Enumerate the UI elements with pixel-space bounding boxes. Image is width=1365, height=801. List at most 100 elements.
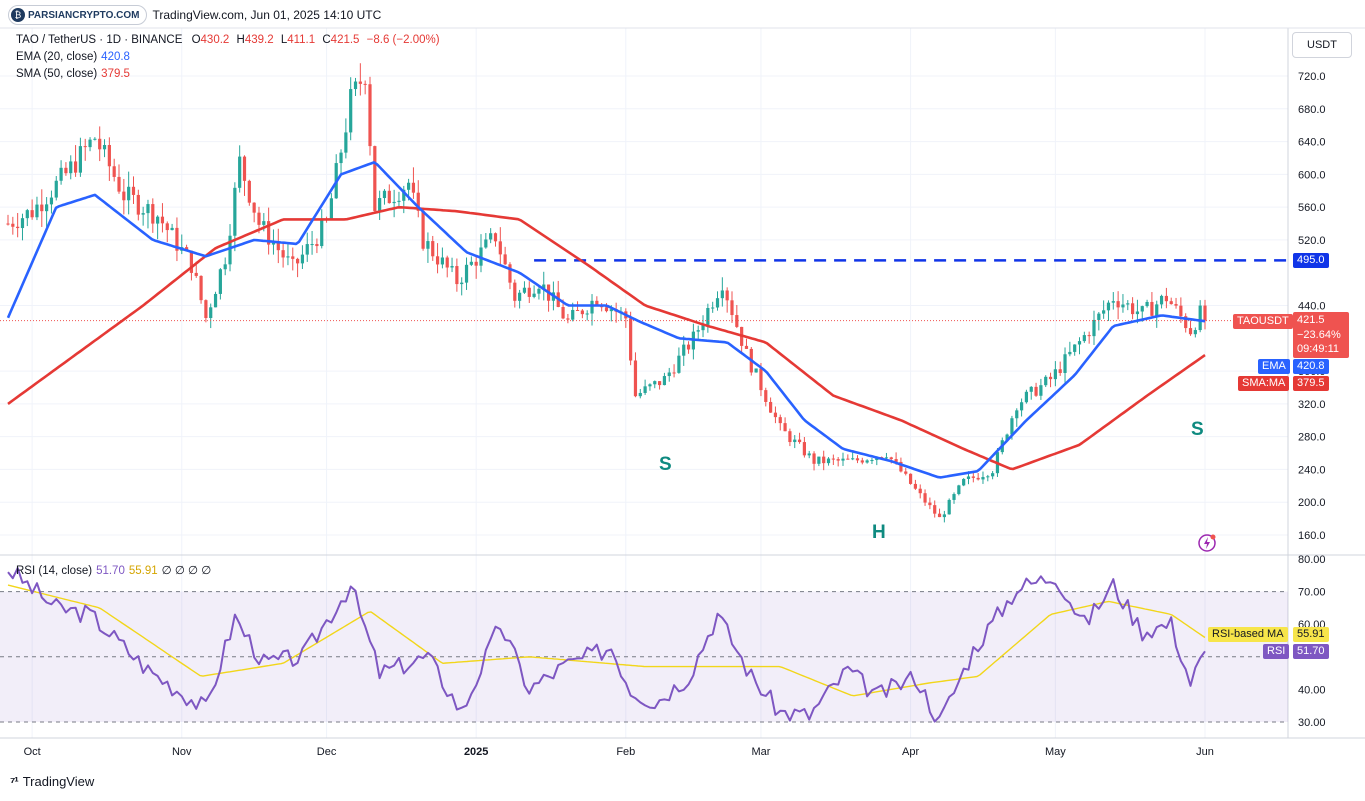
candle-body: [643, 386, 647, 393]
candle-body: [764, 390, 768, 402]
candle-body: [1024, 391, 1029, 403]
candle-body: [527, 287, 531, 297]
logo-text: PARSIANCRYPTO.COM: [28, 9, 140, 21]
candle-body: [991, 473, 995, 477]
time-tick-label: Jun: [1196, 746, 1214, 758]
candle-body: [851, 458, 855, 460]
candle-body: [657, 381, 662, 386]
candle-body: [484, 239, 488, 248]
candle-body: [349, 89, 353, 133]
low-label: L: [280, 34, 288, 46]
candle-body: [1135, 311, 1140, 315]
change-value: −8.6 (−2.00%): [366, 34, 440, 46]
candle-body: [426, 241, 430, 249]
candle-body: [769, 401, 773, 413]
candle-body: [238, 156, 242, 188]
candle-body: [16, 226, 20, 229]
candle-body: [1015, 410, 1019, 419]
candle-body: [585, 313, 589, 315]
candle-body: [667, 372, 671, 377]
candle-body: [503, 254, 507, 265]
candle-body: [986, 476, 990, 478]
candle-body: [696, 330, 700, 332]
candle-body: [358, 81, 362, 84]
high-value: 439.2: [244, 34, 274, 46]
candle-body: [363, 83, 367, 85]
candle-body: [648, 384, 652, 387]
candle-body: [846, 458, 850, 460]
candle-body: [1179, 305, 1183, 317]
ema-axis-value: 420.8: [1293, 359, 1329, 374]
candle-body: [812, 453, 816, 464]
candle-body: [1102, 310, 1106, 314]
candle-body: [1087, 335, 1091, 337]
candle-body: [392, 201, 396, 204]
candle-body: [339, 152, 343, 164]
candle-body: [204, 300, 208, 318]
close-label: C: [322, 34, 331, 46]
candle-body: [677, 355, 681, 373]
rsi-ma-line: [7, 584, 1206, 697]
close-value: 421.5: [330, 34, 360, 46]
symbol-tag: TAOUSDT: [1233, 314, 1293, 329]
price-tick-label: 320.0: [1298, 399, 1326, 411]
candle-body: [464, 264, 469, 283]
rsi-legend[interactable]: RSI (14, close) 51.70 55.91 ∅ ∅ ∅ ∅: [16, 563, 211, 580]
candle-body: [440, 257, 444, 265]
ema-axis-tag: EMA: [1258, 359, 1290, 374]
open-value: 430.2: [200, 34, 230, 46]
candle-body: [416, 192, 420, 211]
candle-body: [609, 309, 613, 312]
price-tick-label: 640.0: [1298, 137, 1326, 149]
candle-body: [571, 309, 575, 320]
rsi-axis-tag: RSI: [1263, 644, 1290, 659]
symbol-title[interactable]: TAO / TetherUS · 1D · BINANCE: [16, 34, 183, 46]
candle-body: [981, 477, 985, 480]
candle-body: [402, 189, 406, 201]
candle-body: [59, 167, 63, 181]
candle-body: [64, 167, 68, 174]
price-legend: TAO / TetherUS · 1D · BINANCE O430.2 H43…: [16, 32, 440, 49]
candle-body: [315, 244, 319, 247]
candle-body: [913, 483, 918, 489]
rsi-tick-label: 30.00: [1298, 717, 1326, 729]
candle-body: [78, 146, 82, 173]
candle-body: [397, 200, 401, 202]
price-tick-label: 680.0: [1298, 104, 1326, 116]
price-tick-label: 160.0: [1298, 530, 1326, 542]
candle-body: [1169, 301, 1173, 305]
candle-body: [131, 186, 136, 195]
candle-body: [460, 282, 464, 285]
rsi-tick-label: 70.00: [1298, 587, 1326, 599]
candle-body: [378, 198, 382, 212]
candle-body: [194, 272, 198, 276]
candle-body: [151, 204, 155, 224]
sma-legend[interactable]: SMA (50, close) 379.5: [16, 66, 130, 83]
currency-selector[interactable]: USDT: [1292, 32, 1352, 58]
candle-body: [653, 381, 657, 385]
tradingview-footer[interactable]: ⁷¹ TradingView: [10, 774, 94, 789]
candle-body: [218, 269, 222, 294]
price-tick-label: 560.0: [1298, 202, 1326, 214]
candle-body: [971, 476, 975, 478]
candle-body: [156, 216, 160, 224]
candle-body: [1198, 305, 1202, 331]
candle-body: [474, 261, 478, 266]
candle-body: [855, 458, 860, 461]
time-tick-label: Dec: [317, 746, 337, 758]
ema-legend[interactable]: EMA (20, close) 420.8: [16, 49, 130, 66]
candle-body: [590, 300, 594, 314]
footer-brand: TradingView: [22, 774, 95, 789]
candle-body: [706, 307, 710, 325]
candle-body: [633, 360, 638, 397]
candle-body: [542, 284, 546, 289]
candle-body: [522, 287, 527, 293]
candle-body: [672, 372, 676, 374]
time-tick-label: Nov: [172, 746, 192, 758]
candle-body: [928, 502, 932, 506]
candle-body: [469, 261, 473, 265]
price-tick-label: 600.0: [1298, 169, 1326, 181]
candle-body: [1092, 319, 1096, 337]
time-tick-label: Feb: [616, 746, 635, 758]
